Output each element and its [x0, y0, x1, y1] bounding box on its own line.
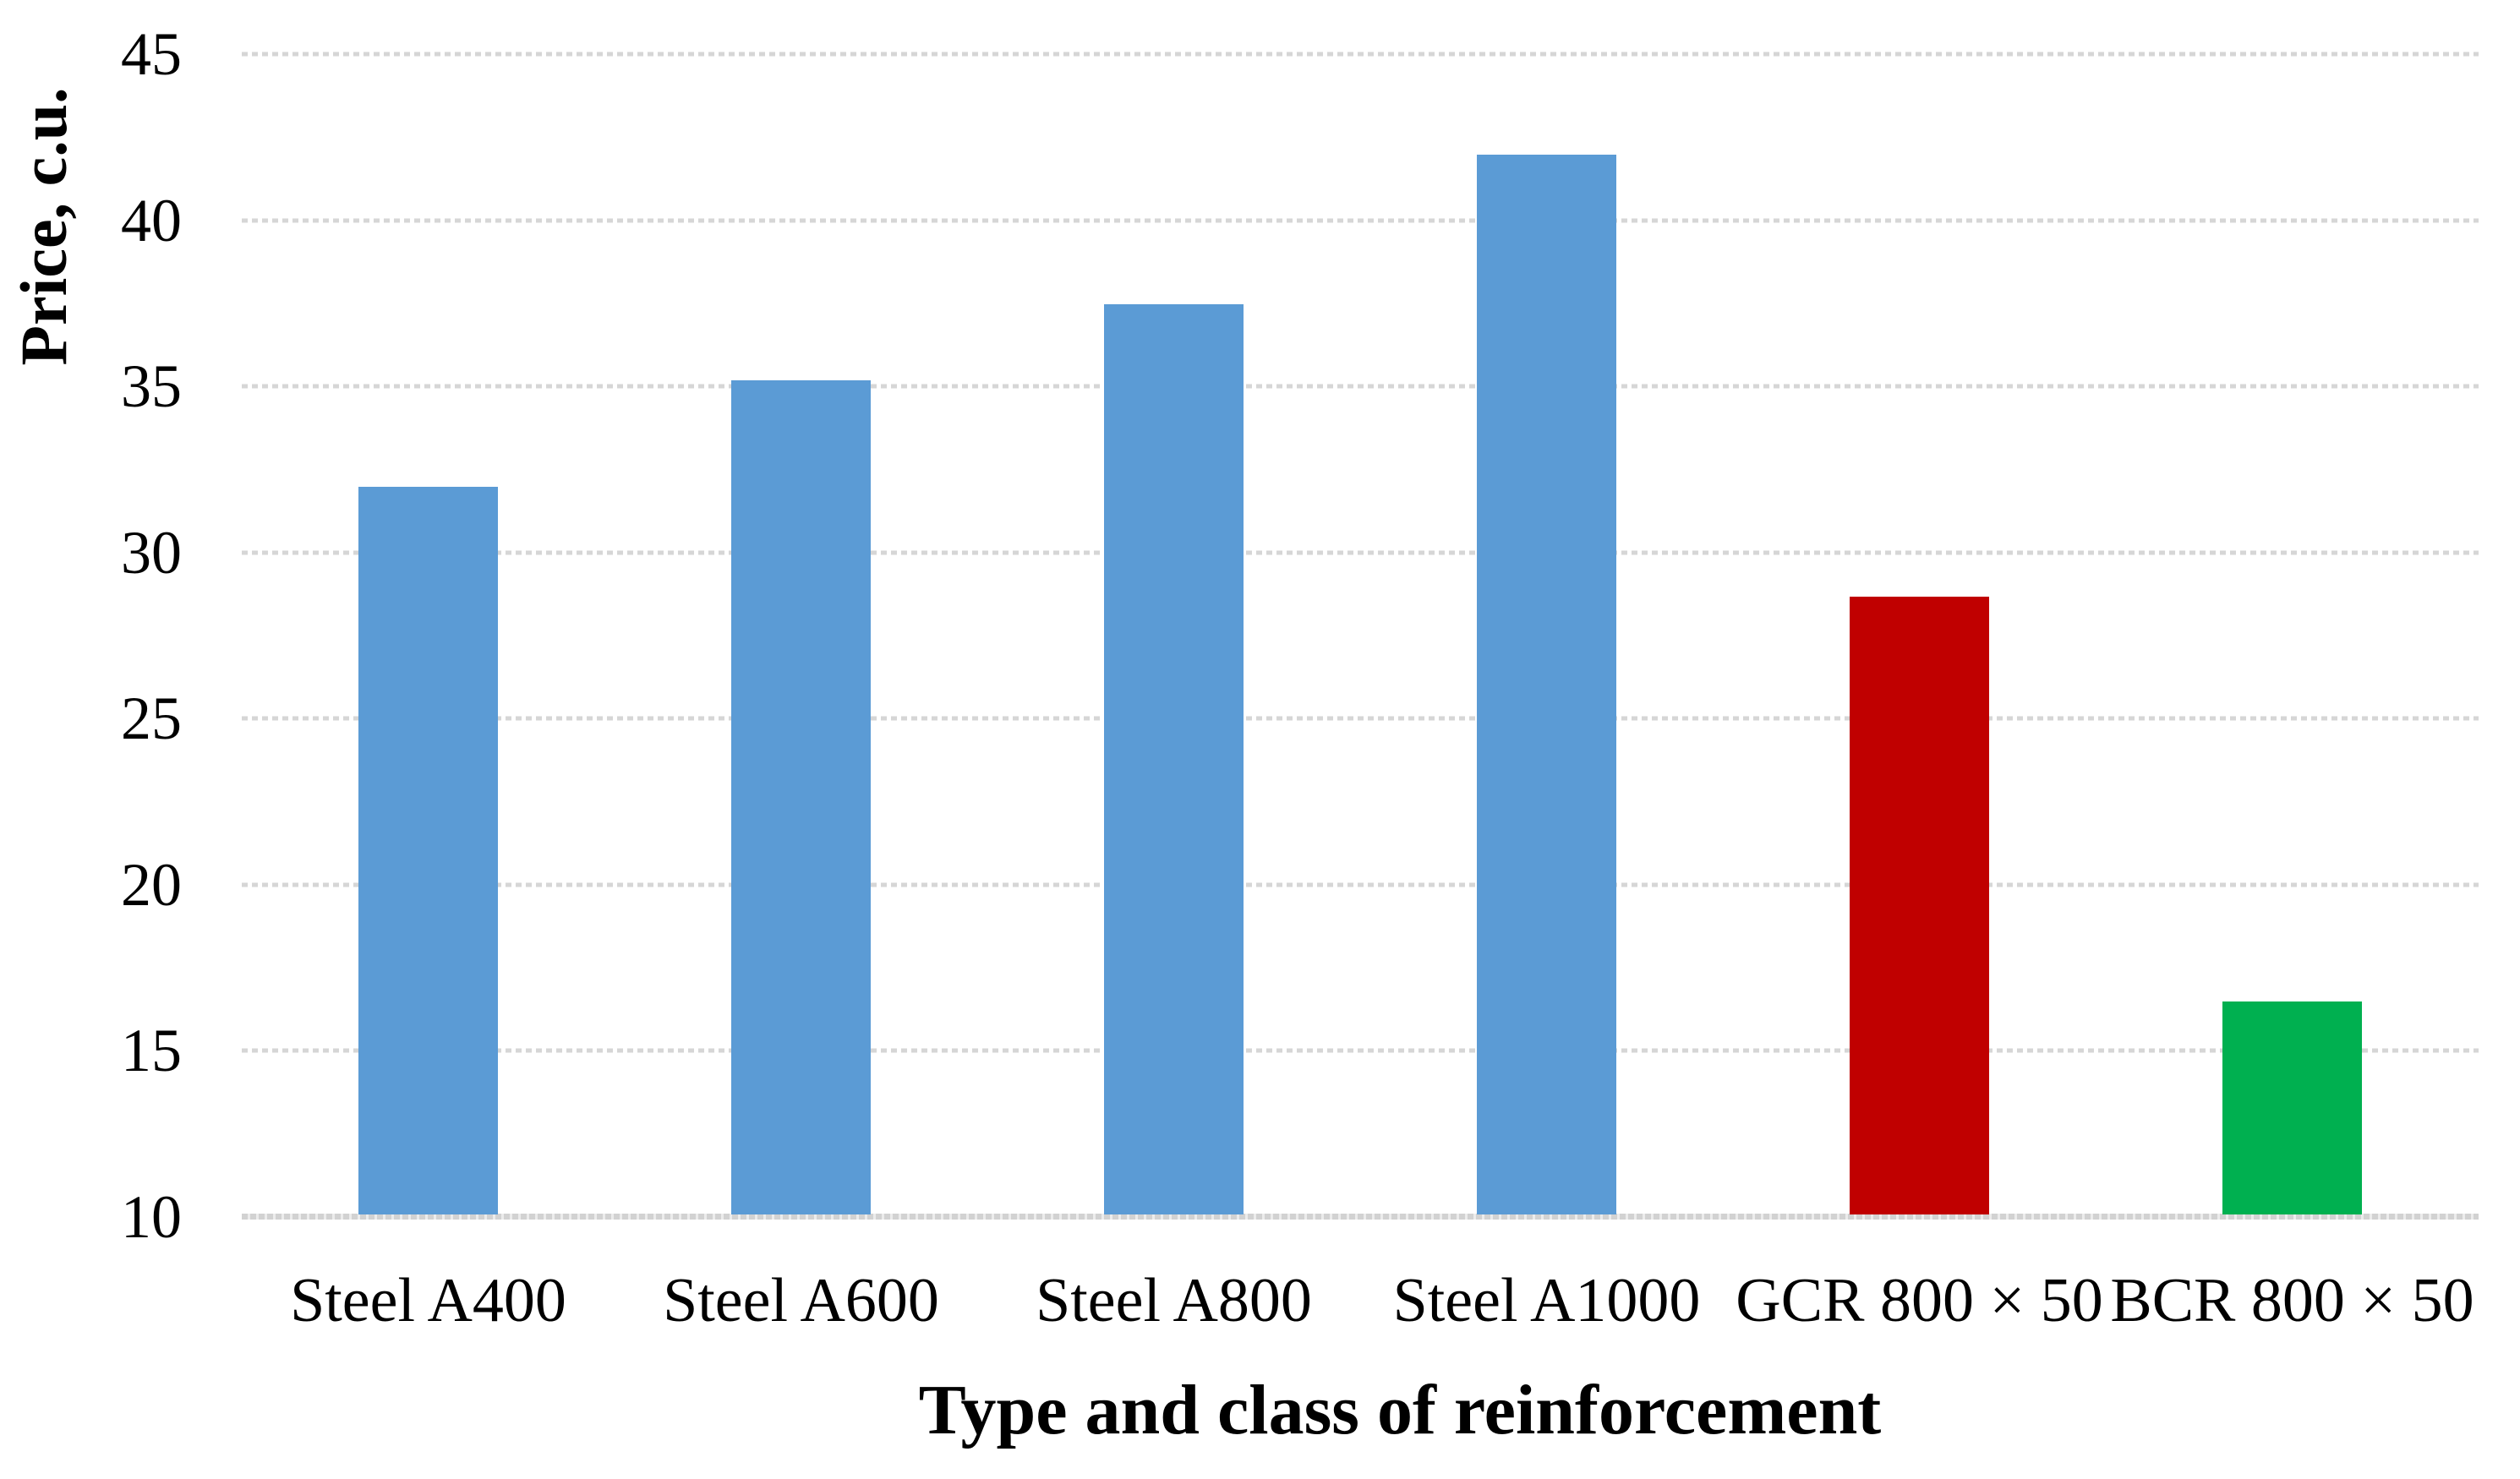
gridline-y-40 — [242, 218, 2479, 223]
y-tick-label-25: 25 — [121, 685, 182, 753]
bar-steel-a600 — [731, 380, 871, 1214]
x-tick-label-steel-a1000: Steel A1000 — [1392, 1266, 1701, 1335]
gridline-y-45 — [242, 52, 2479, 57]
x-tick-label-steel-a600: Steel A600 — [663, 1266, 939, 1335]
y-tick-label-15: 15 — [121, 1017, 182, 1085]
y-tick-label-45: 45 — [121, 20, 182, 88]
plot-area — [242, 52, 2479, 1220]
y-tick-label-20: 20 — [121, 850, 182, 919]
x-axis-title: Type and class of reinforcement — [918, 1371, 1882, 1449]
gridline-y-25 — [242, 716, 2479, 721]
gridline-y-20 — [242, 882, 2479, 887]
x-axis-baseline — [242, 1214, 2479, 1220]
bar-bcr-800-50 — [2222, 1001, 2362, 1214]
x-tick-label-gcr-800-50: GCR 800 × 50 — [1736, 1266, 2103, 1335]
y-tick-label-35: 35 — [121, 352, 182, 421]
bar-steel-a1000 — [1477, 155, 1616, 1214]
bar-steel-a400 — [358, 487, 498, 1214]
x-tick-label-steel-a800: Steel A800 — [1036, 1266, 1312, 1335]
bar-steel-a800 — [1104, 304, 1244, 1214]
x-tick-label-bcr-800-50: BCR 800 × 50 — [2110, 1266, 2474, 1335]
y-tick-label-10: 10 — [121, 1183, 182, 1251]
gridline-y-15 — [242, 1048, 2479, 1053]
bar-gcr-800-50 — [1850, 597, 1989, 1214]
gridline-y-30 — [242, 550, 2479, 555]
gridline-y-35 — [242, 384, 2479, 389]
x-tick-label-steel-a400: Steel A400 — [290, 1266, 566, 1335]
y-tick-label-30: 30 — [121, 518, 182, 587]
y-tick-label-40: 40 — [121, 186, 182, 254]
